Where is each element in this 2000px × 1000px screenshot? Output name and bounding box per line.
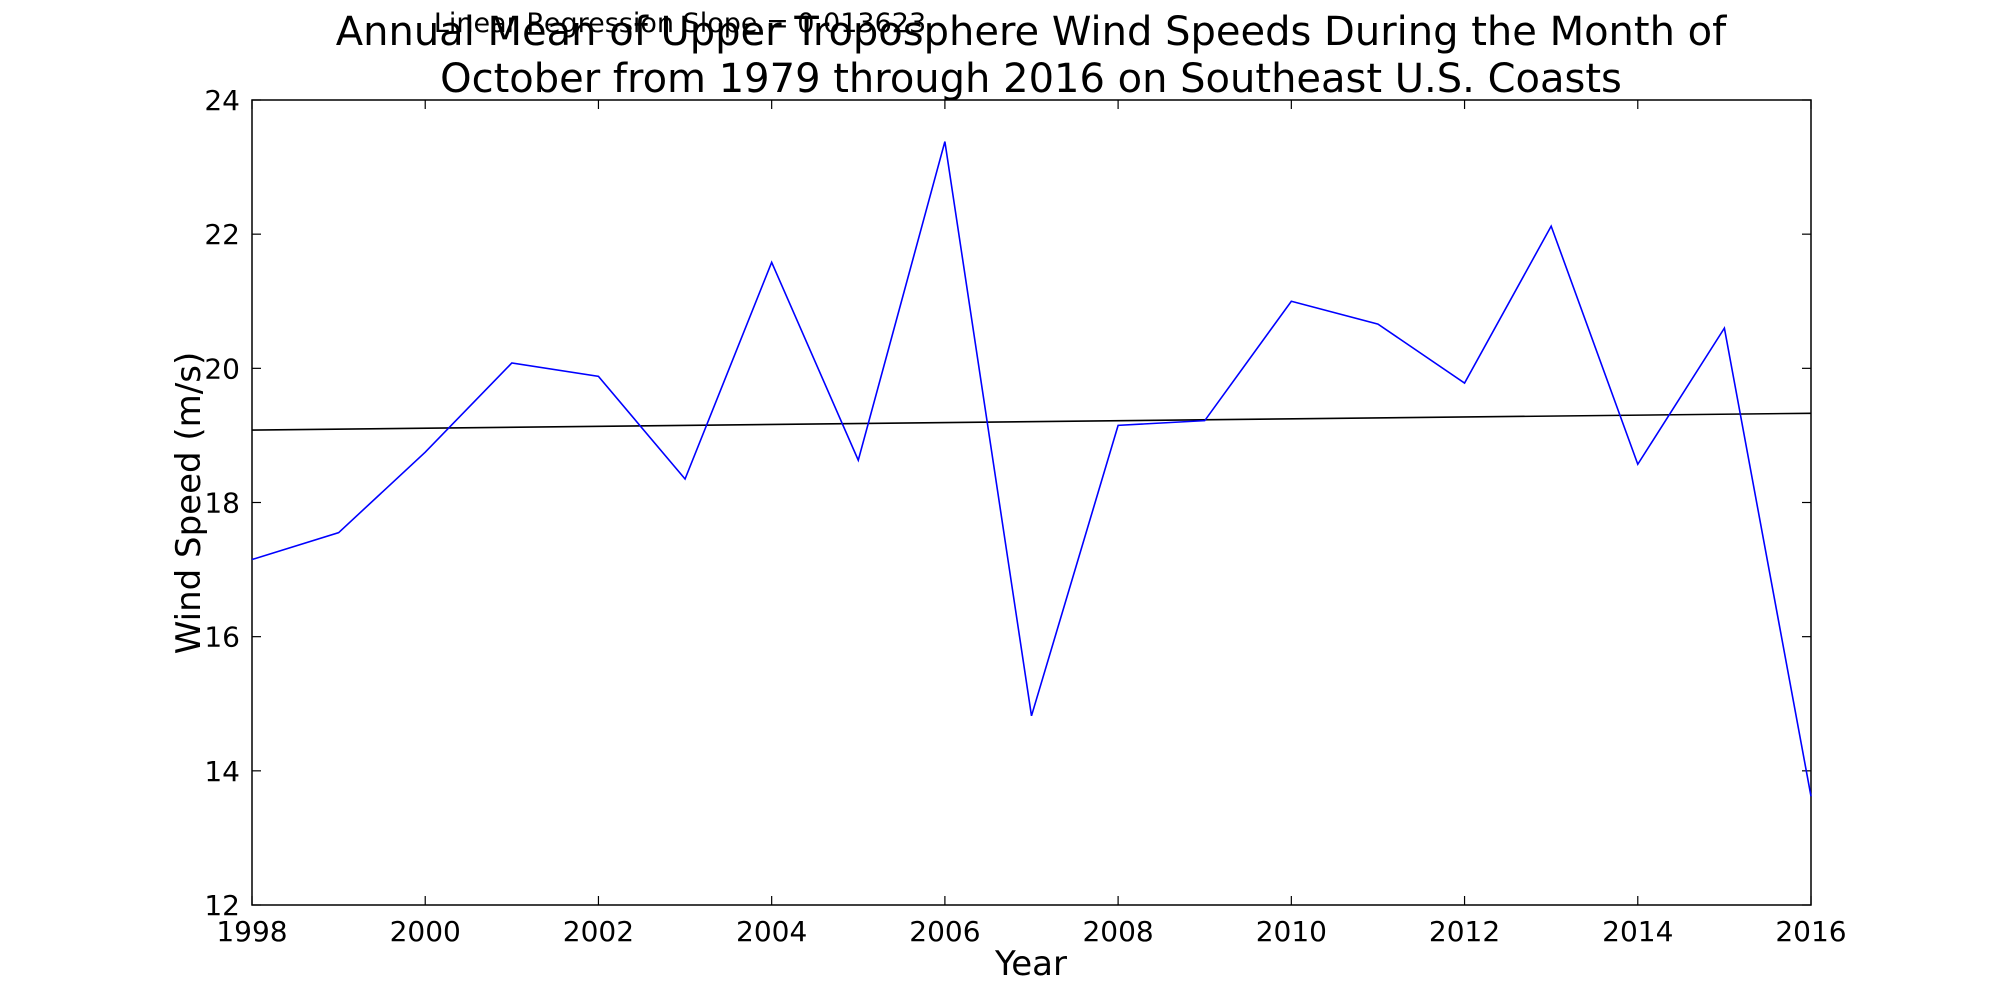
plot-frame <box>251 99 1812 906</box>
x-tick-label: 2004 <box>736 915 807 948</box>
y-tick-label: 24 <box>204 84 240 117</box>
y-tick-label: 20 <box>204 352 240 385</box>
wind-speed-series-line <box>251 141 1812 797</box>
chart-title-line-1: Annual Mean of Upper Troposphere Wind Sp… <box>336 9 1727 55</box>
y-tick-label: 18 <box>204 487 240 520</box>
x-axis-label: Year <box>994 944 1067 984</box>
y-tick-label: 12 <box>204 889 240 922</box>
y-tick-label: 14 <box>204 755 240 788</box>
regression-trend-line <box>251 412 1812 431</box>
x-tick-label: 2014 <box>1602 915 1673 948</box>
x-tick-label: 2002 <box>563 915 634 948</box>
x-tick-label: 2012 <box>1429 915 1500 948</box>
x-tick-label: 2008 <box>1082 915 1153 948</box>
x-tick-label: 1998 <box>216 915 287 948</box>
x-tick-label: 2010 <box>1256 915 1327 948</box>
x-tick-label: 2000 <box>390 915 461 948</box>
y-axis-label: Wind Speed (m/s) <box>169 352 209 654</box>
plot-layer: 1998 2000 2002 2004 2006 2008 2010 2012 2014 2016… <box>204 84 1846 948</box>
y-tick-label: 16 <box>204 621 240 654</box>
regression-slope-annotation: Linear Regression Slope = 0.013623 <box>434 8 926 39</box>
chart-title-line-2: October from 1979 through 2016 on Southe… <box>440 56 1622 102</box>
y-tick-label: 22 <box>204 218 240 251</box>
x-tick-label: 2016 <box>1775 915 1846 948</box>
x-tick-label: 2006 <box>909 915 980 948</box>
